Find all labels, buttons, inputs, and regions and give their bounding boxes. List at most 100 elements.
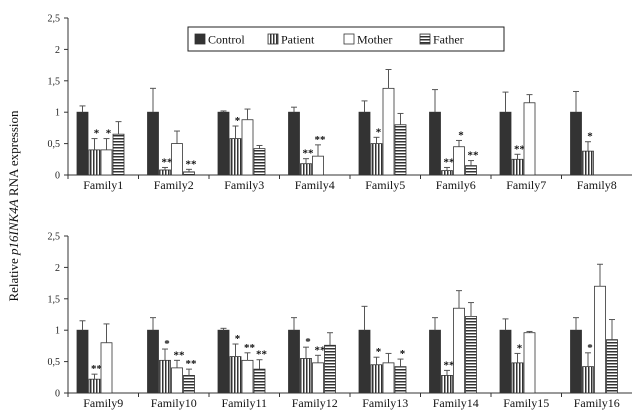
significance-mark: ** — [514, 143, 526, 155]
significance-mark: ** — [91, 363, 103, 375]
bar-control — [499, 111, 512, 176]
bar-patient — [582, 366, 594, 394]
bar-mother — [100, 342, 113, 394]
x-tick-label: Family11 — [221, 396, 267, 410]
y-tick-label: 1 — [55, 108, 60, 119]
bar-control — [76, 329, 89, 394]
x-tick-label: Family2 — [154, 178, 194, 192]
legend-label-control: Control — [208, 33, 245, 47]
x-tick-label: Family5 — [365, 178, 405, 192]
x-tick-label: Family16 — [574, 396, 620, 410]
bar-father — [183, 171, 195, 176]
bar-control — [76, 111, 89, 176]
legend-swatch-patient — [267, 33, 279, 45]
legend-swatch-mother — [343, 33, 355, 45]
bar-mother — [594, 285, 606, 394]
significance-mark: * — [164, 338, 170, 350]
bar-patient — [441, 375, 453, 394]
y-tick-label: 0 — [55, 171, 60, 182]
significance-mark: * — [587, 342, 593, 354]
bar-father — [465, 165, 477, 176]
y-tick-label: 2 — [55, 45, 60, 56]
y-axis-label: Relative p16INK4A RNA expression — [6, 110, 21, 302]
significance-mark: ** — [315, 344, 327, 356]
x-tick-label: Family8 — [577, 178, 617, 192]
y-tick-label: 1,5 — [48, 294, 61, 305]
bar-father — [394, 366, 407, 394]
significance-mark: * — [458, 129, 464, 141]
bar-control — [429, 329, 441, 394]
bar-patient — [159, 359, 171, 394]
bar-father — [606, 339, 618, 394]
bar-patient — [159, 169, 171, 176]
y-tick-label: 2,5 — [48, 232, 61, 243]
x-tick-label: Family6 — [436, 178, 476, 192]
bar-mother — [241, 359, 254, 394]
bar-father — [324, 344, 336, 394]
bar-father — [253, 368, 266, 394]
significance-mark: * — [235, 115, 241, 127]
bar-patient — [511, 158, 524, 176]
significance-mark: * — [106, 128, 112, 140]
bar-father — [253, 148, 266, 176]
legend-label-patient: Patient — [281, 33, 315, 47]
bar-mother — [382, 362, 395, 394]
bar-mother — [382, 87, 395, 176]
bar-mother — [523, 332, 536, 394]
bar-patient — [88, 149, 101, 176]
bar-mother — [171, 367, 183, 394]
bar-mother — [171, 143, 183, 176]
significance-mark: * — [94, 128, 100, 140]
x-tick-label: Family10 — [151, 396, 197, 410]
bar-control — [147, 329, 159, 394]
bar-patient — [582, 150, 594, 176]
significance-mark: ** — [444, 359, 456, 371]
y-tick-label: 0 — [55, 389, 60, 400]
bar-father — [112, 133, 125, 176]
legend-label-mother: Mother — [357, 33, 392, 47]
significance-mark: ** — [186, 158, 198, 170]
x-tick-label: Family13 — [362, 396, 408, 410]
legend-swatch-control — [194, 33, 206, 45]
legend-swatch-father — [419, 33, 431, 45]
significance-mark: ** — [186, 358, 198, 370]
y-tick-label: 1 — [55, 326, 60, 337]
bar-control — [429, 111, 441, 176]
significance-mark: ** — [174, 349, 186, 361]
x-tick-label: Family15 — [503, 396, 549, 410]
significance-mark: * — [376, 126, 382, 138]
bar-father — [183, 375, 195, 394]
significance-mark: ** — [244, 342, 256, 354]
bar-father — [465, 315, 477, 394]
significance-mark: * — [305, 336, 311, 348]
bar-control — [358, 111, 371, 176]
bar-mother — [312, 155, 324, 176]
y-tick-label: 0,5 — [48, 357, 61, 368]
bar-control — [358, 329, 371, 394]
bar-control — [217, 329, 230, 394]
bar-mother — [523, 102, 536, 176]
bar-mother — [241, 119, 254, 176]
significance-mark: ** — [315, 134, 327, 146]
x-tick-label: Family14 — [433, 396, 479, 410]
bar-control — [570, 111, 582, 176]
bar-control — [288, 329, 300, 394]
significance-mark: * — [376, 346, 382, 358]
bar-patient — [88, 378, 101, 394]
significance-mark: * — [400, 348, 406, 360]
bar-father — [394, 124, 407, 176]
bar-patient — [370, 364, 383, 394]
significance-mark: * — [235, 333, 241, 345]
y-tick-label: 2,5 — [48, 14, 61, 25]
bar-patient — [300, 163, 312, 176]
bar-patient — [511, 362, 524, 394]
bar-control — [147, 111, 159, 176]
bar-patient — [441, 170, 453, 176]
legend: Control Patient Mother Father — [187, 26, 505, 52]
y-tick-label: 2 — [55, 263, 60, 274]
x-tick-label: Family9 — [83, 396, 123, 410]
bar-patient — [370, 143, 383, 176]
significance-mark: ** — [303, 148, 315, 160]
bar-control — [288, 111, 300, 176]
